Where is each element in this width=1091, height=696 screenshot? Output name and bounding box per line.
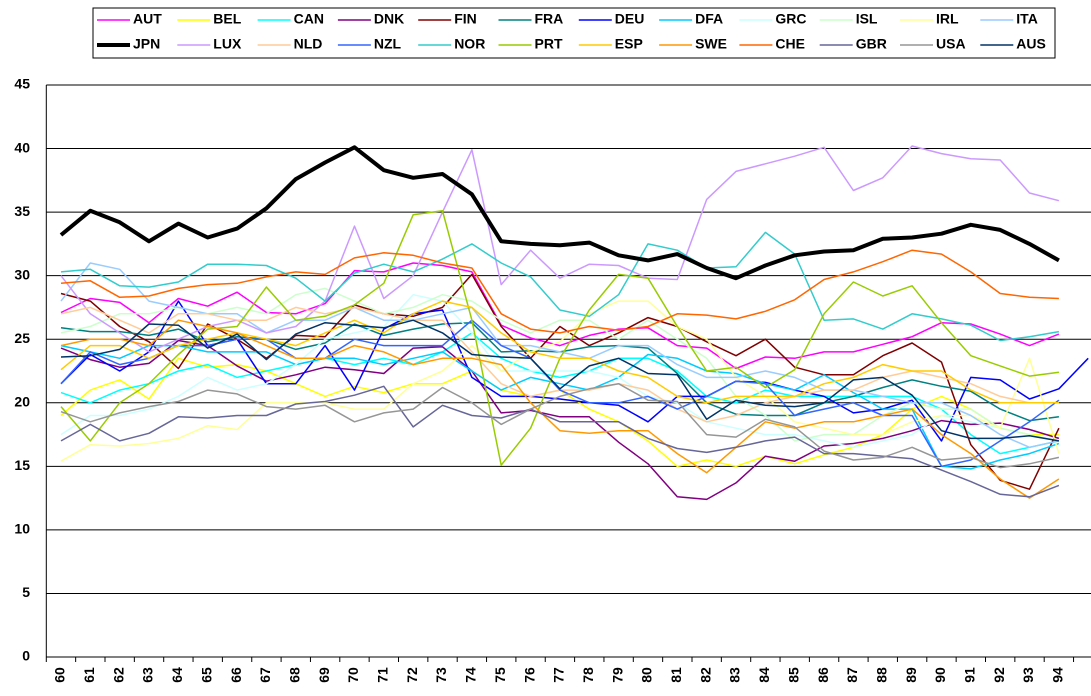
legend-label: ISL: [856, 11, 878, 27]
x-tick-label: 61: [81, 667, 97, 683]
legend-label: CAN: [294, 11, 324, 27]
grid: 0 5 10 15 20 25 30 35 40 45 60 61 62 63 64 65 66 67 68 69 70…: [14, 76, 1091, 683]
legend-label: AUT: [133, 11, 162, 27]
series-line: [60, 273, 1060, 490]
x-tick-label: 90: [932, 667, 948, 683]
y-tick-label: 35: [14, 203, 30, 219]
y-tick-label: 5: [22, 584, 30, 600]
x-tick-label: 87: [844, 667, 860, 683]
x-tick-label: 71: [375, 667, 391, 683]
y-tick-label: 15: [14, 457, 30, 473]
plot-lines: [59, 145, 1089, 501]
series-line: [60, 319, 1060, 442]
legend-label: NOR: [454, 36, 485, 52]
x-tick-label: 66: [228, 667, 244, 683]
x-tick-label: 89: [903, 667, 919, 683]
series-line: [60, 287, 1060, 442]
legend-label: ESP: [615, 36, 643, 52]
series-line: [59, 145, 1060, 281]
series-line: [60, 382, 1060, 469]
y-tick-label: 0: [22, 648, 30, 664]
x-tick-label: 80: [639, 667, 655, 683]
series-line: [60, 293, 1060, 449]
legend-label: JPN: [133, 36, 160, 52]
legend-label: FRA: [535, 11, 564, 27]
legend-label: LUX: [213, 36, 242, 52]
series-line: [60, 300, 1060, 462]
legend-label: GRC: [775, 11, 806, 27]
legend-label: NZL: [374, 36, 402, 52]
y-tick-label: 30: [14, 266, 30, 282]
x-tick-label: 79: [609, 667, 625, 683]
x-tick-label: 69: [316, 667, 332, 683]
series-line: [60, 319, 1060, 468]
y-tick-label: 40: [14, 139, 30, 155]
legend-label: BEL: [213, 11, 241, 27]
x-tick-label: 67: [257, 667, 273, 683]
x-tick-label: 86: [815, 667, 831, 683]
series-line: [60, 357, 1059, 468]
x-tick-label: 92: [991, 667, 1007, 683]
x-tick-label: 72: [404, 667, 420, 683]
series-line: [60, 262, 1060, 370]
x-tick-label: 94: [1050, 667, 1066, 683]
x-tick-label: 75: [492, 667, 508, 683]
x-tick-label: 76: [521, 667, 537, 683]
x-tick-label: 78: [580, 667, 596, 683]
x-tick-label: 91: [962, 667, 978, 683]
series-line: [60, 262, 1060, 449]
x-tick-label: 68: [286, 667, 302, 683]
series-line: [60, 145, 1060, 353]
legend-label: DEU: [615, 11, 645, 27]
legend-label: FIN: [454, 11, 477, 27]
legend-label: IRL: [936, 11, 959, 27]
x-tick-label: 63: [140, 667, 156, 683]
x-tick-label: 85: [785, 667, 801, 683]
y-tick-label: 20: [14, 393, 30, 409]
legend-box: [92, 7, 1056, 59]
y-tick-label: 25: [14, 330, 30, 346]
legend-label: SWE: [695, 36, 727, 52]
y-tick-label: 10: [14, 521, 30, 537]
legend-label: NLD: [294, 36, 323, 52]
x-tick-label: 93: [1020, 667, 1036, 683]
series-line: [60, 249, 1059, 334]
series-line: [60, 332, 1060, 455]
legend-label: CHE: [775, 36, 805, 52]
legend-label: USA: [936, 36, 966, 52]
series-line: [60, 231, 1060, 342]
x-tick-label: 81: [668, 667, 684, 683]
legend-label: ITA: [1016, 11, 1038, 27]
x-tick-label: 73: [433, 667, 449, 683]
x-tick-label: 84: [756, 667, 772, 683]
x-tick-label: 65: [198, 667, 214, 683]
x-tick-label: 88: [873, 667, 889, 683]
x-tick-label: 70: [345, 667, 361, 683]
series-line: [60, 385, 1060, 498]
legend-label: DNK: [374, 11, 404, 27]
y-tick-label: 45: [14, 76, 30, 92]
x-tick-label: 64: [169, 667, 185, 683]
x-tick-label: 77: [551, 667, 567, 683]
legend-label: AUS: [1016, 36, 1046, 52]
series-line: [60, 344, 1060, 470]
x-tick-label: 83: [727, 667, 743, 683]
x-tick-label: 60: [52, 667, 68, 683]
legend-label: DFA: [695, 11, 723, 27]
x-tick-label: 74: [463, 667, 479, 683]
series-line: [60, 319, 1060, 499]
legend: AUT BEL CAN DNK FIN FRA DEU DFA GRC ISL IRL ITA JPN L…: [97, 11, 1046, 52]
series-line: [60, 339, 1060, 501]
x-tick-label: 62: [110, 667, 126, 683]
series-line: [60, 300, 1059, 404]
legend-label: GBR: [856, 36, 887, 52]
legend-label: PRT: [535, 36, 563, 52]
x-tick-label: 82: [697, 667, 713, 683]
